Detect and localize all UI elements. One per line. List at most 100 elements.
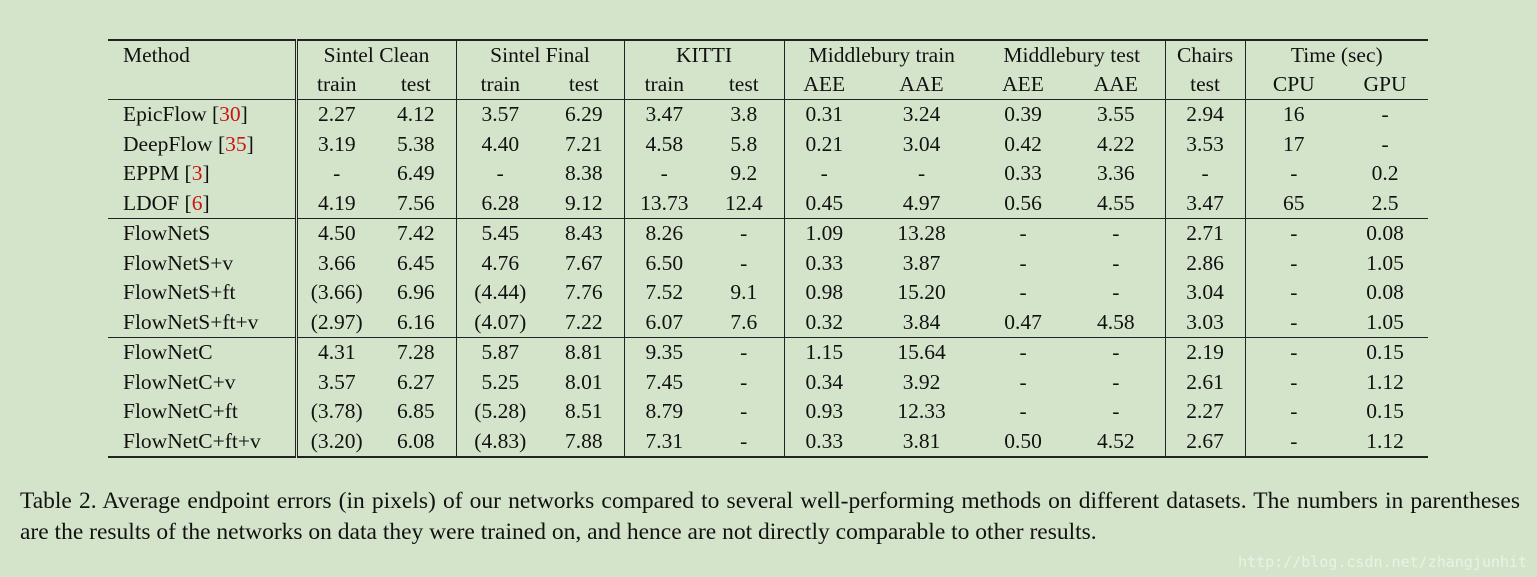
citation-link[interactable]: 3 (191, 161, 203, 185)
sintel-clean-header: Sintel Clean (296, 39, 457, 70)
value-cell: 12.4 (704, 188, 785, 219)
value-cell: 0.15 (1342, 337, 1429, 368)
value-cell: (3.66) (310, 280, 363, 304)
table-row: EpicFlow [30] 2.27 4.12 3.57 6.29 3.47 3.8 0.31… (108, 99, 1429, 130)
value-cell: 0.93 (805, 399, 844, 423)
table-row: FlowNetS+ft+v (2.97) 6.16 (4.07) 7.22 6.07 7.6… (108, 307, 1428, 338)
value-cell: (4.44) (474, 280, 527, 304)
method-name: FlowNetS+ft+v (123, 309, 259, 334)
table-row: FlowNetS+ft (3.66) 6.96 (4.44) 7.76 7.52 9.1 0.… (108, 278, 1428, 308)
value-cell: - (979, 337, 1068, 368)
value-cell: 7.88 (544, 426, 625, 458)
value-cell: 6.85 (376, 397, 457, 427)
method-cell: EPPM [3] (108, 159, 298, 189)
value-cell: 3.04 (1165, 278, 1246, 308)
value-cell: 0.32 (805, 309, 844, 334)
citation-link[interactable]: 6 (191, 190, 203, 215)
value-cell: 2.27 (296, 99, 376, 130)
middlebury-train-header: Middlebury train (784, 39, 980, 70)
value-cell: 8.01 (544, 367, 625, 397)
value-cell: 9.35 (624, 337, 705, 368)
value-cell: 8.26 (624, 218, 705, 249)
value-cell: (4.07) (474, 309, 527, 334)
value-cell: 0.42 (1004, 131, 1042, 156)
value-cell: - (660, 161, 668, 185)
value-cell: 7.28 (376, 337, 457, 368)
value-cell: 7.42 (376, 218, 457, 249)
value-cell: 3.53 (1165, 129, 1246, 159)
value-cell: 3.47 (624, 99, 705, 130)
method-name: FlowNetS+ft (123, 280, 236, 304)
value-cell: 1.09 (784, 218, 865, 249)
value-cell: 6.27 (376, 367, 457, 397)
method-cell: FlowNetS+ft (108, 278, 298, 308)
value-cell: 0.39 (979, 99, 1068, 130)
value-cell: 7.45 (645, 369, 684, 394)
sub-header: AAE (899, 72, 944, 96)
results-table: Method Sintel Clean Sintel Final KITTI M… (108, 39, 1429, 458)
value-cell: 15.20 (897, 280, 946, 304)
value-cell: 2.27 (1165, 397, 1246, 427)
table-row: DeepFlow [35] 3.19 5.38 4.40 7.21 4.58 5.8 0.21… (108, 129, 1428, 159)
method-cell: LDOF [6] (108, 188, 298, 219)
value-cell: (3.78) (310, 399, 363, 423)
value-cell: 7.67 (544, 248, 625, 278)
value-cell: - (1290, 280, 1298, 304)
value-cell: 1.12 (1342, 426, 1429, 458)
value-cell: 4.76 (481, 250, 520, 275)
value-cell: 3.03 (1165, 307, 1246, 338)
method-cell: FlowNetS+v (108, 248, 298, 278)
value-cell: 6.49 (376, 159, 457, 189)
value-cell: 7.76 (544, 278, 625, 308)
method-name: FlowNetC+v (123, 369, 236, 394)
value-cell: 13.28 (864, 218, 980, 249)
sub-header: train (644, 72, 684, 96)
value-cell: 0.33 (784, 426, 865, 458)
value-cell: 0.33 (805, 250, 844, 275)
value-cell: 8.81 (544, 337, 625, 368)
value-cell: - (333, 161, 341, 185)
method-cell: FlowNetS (108, 218, 298, 249)
value-cell: 6.45 (376, 248, 457, 278)
sub-header: CPU (1272, 72, 1315, 96)
value-cell: 4.22 (1067, 129, 1166, 159)
value-cell: 0.45 (805, 190, 844, 215)
chairs-header: Chairs (1165, 39, 1246, 70)
sub-header: test (544, 70, 625, 100)
value-cell: 3.57 (317, 369, 356, 394)
table-row: FlowNetC+ft+v (3.20) 6.08 (4.83) 7.88 7.31-0.… (108, 426, 1429, 458)
value-cell: 0.56 (1004, 190, 1042, 215)
value-cell: 2.94 (1165, 99, 1246, 130)
table-caption: Table 2. Average endpoint errors (in pix… (20, 488, 1520, 545)
value-cell: (3.20) (296, 426, 376, 458)
value-cell: 5.25 (481, 369, 520, 394)
value-cell: 1.12 (1366, 369, 1404, 394)
value-cell: 5.8 (704, 129, 785, 159)
method-name: FlowNetC+ft (123, 399, 238, 423)
value-cell: - (1067, 218, 1166, 249)
value-cell: 15.64 (864, 337, 980, 368)
header-group-row: Method Sintel Clean Sintel Final KITTI M… (108, 39, 1429, 70)
sub-header: train (317, 72, 357, 96)
value-cell: 7.21 (544, 129, 625, 159)
method-cell: FlowNetC (108, 337, 298, 368)
value-cell: 8.79 (645, 399, 684, 423)
value-cell: 4.19 (317, 190, 356, 215)
value-cell: 0.31 (784, 99, 865, 130)
value-cell: 4.58 (645, 131, 684, 156)
value-cell: 1.05 (1366, 309, 1404, 334)
value-cell: - (1165, 159, 1246, 189)
value-cell: 0.50 (979, 426, 1068, 458)
value-cell: 3.87 (902, 250, 941, 275)
value-cell: 0.47 (1004, 309, 1042, 334)
value-cell: 2.86 (1165, 248, 1246, 278)
value-cell: 4.97 (902, 190, 941, 215)
sub-header: GPU (1363, 72, 1407, 96)
value-cell: - (496, 161, 504, 185)
value-cell: 5.87 (456, 337, 545, 368)
citation-link[interactable]: 35 (225, 131, 247, 156)
table-row: EPPM [3] -6.49-8.38-9.2- -0.33 3.36- -0.2 (108, 159, 1428, 189)
value-cell: 1.05 (1366, 250, 1404, 275)
citation-link[interactable]: 30 (219, 102, 241, 126)
value-cell: - (1290, 369, 1298, 394)
